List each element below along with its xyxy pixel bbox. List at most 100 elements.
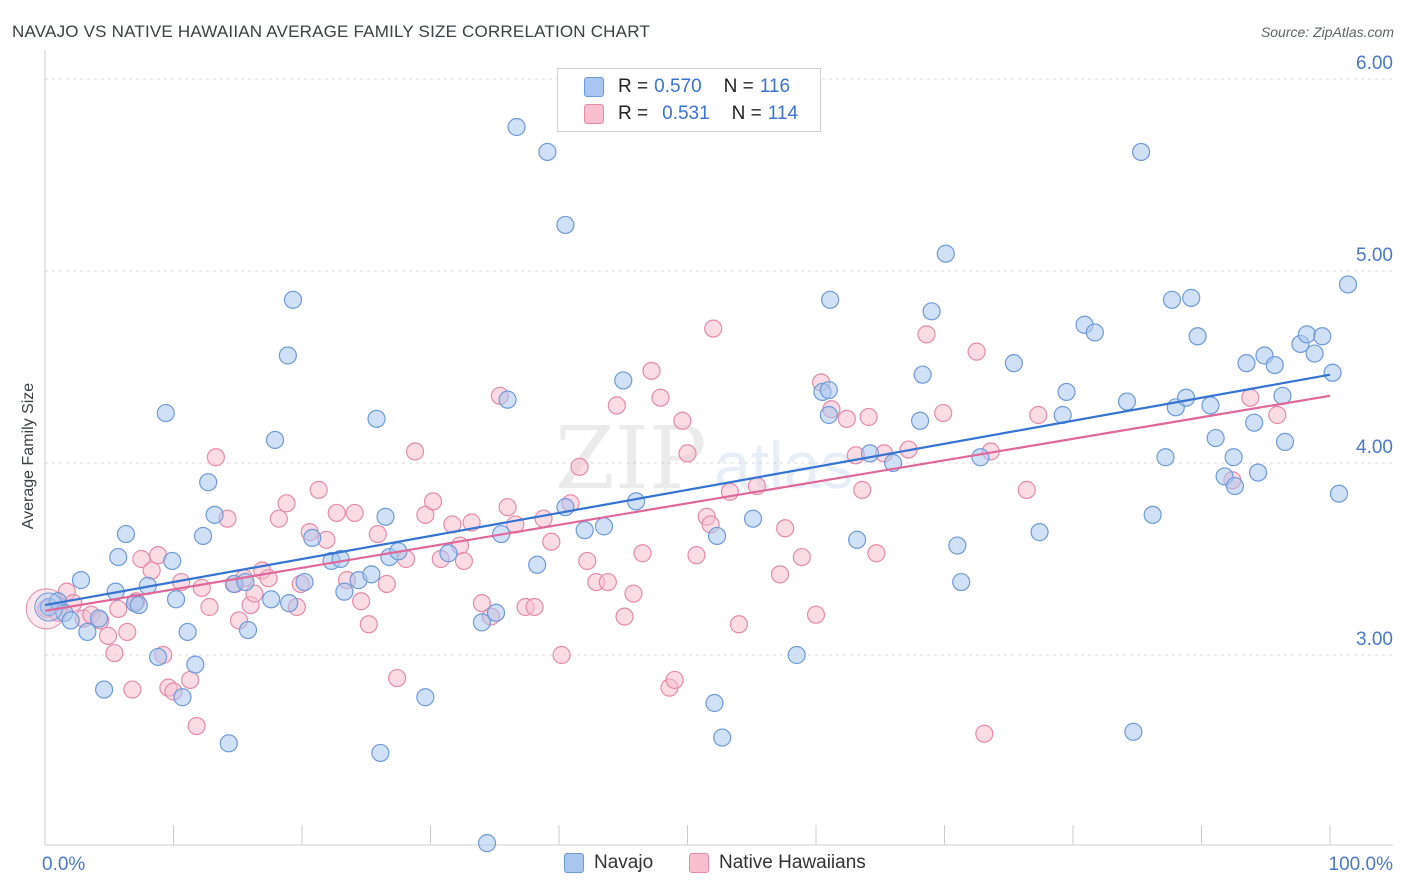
bottom-legend-navajo: Navajo <box>564 852 653 874</box>
data-point <box>948 536 967 555</box>
data-point <box>439 544 458 563</box>
data-point <box>1117 392 1137 411</box>
data-point <box>377 574 396 594</box>
trend-line-hawaiian <box>44 394 1331 612</box>
data-point <box>1085 323 1104 342</box>
data-point <box>178 622 197 642</box>
data-point <box>109 599 128 619</box>
series-navajo <box>34 117 1358 853</box>
x-tick-label: 0.0% <box>42 854 85 875</box>
data-point <box>105 643 124 663</box>
data-point <box>860 444 880 463</box>
data-point <box>934 403 953 423</box>
data-point <box>624 584 643 603</box>
data-point <box>615 607 634 626</box>
data-point <box>219 734 238 753</box>
data-point <box>665 670 684 690</box>
data-point <box>673 411 692 430</box>
data-point <box>416 688 435 707</box>
data-point <box>598 572 617 592</box>
data-point <box>156 403 175 423</box>
data-point <box>416 505 435 524</box>
data-point <box>163 551 182 571</box>
data-point <box>729 615 749 634</box>
data-point <box>116 524 136 544</box>
data-point <box>98 626 118 645</box>
data-point <box>1124 722 1143 741</box>
data-point <box>819 405 838 425</box>
data-point <box>607 396 626 415</box>
watermark: ZIP atlas <box>555 409 853 509</box>
data-point <box>1182 288 1201 307</box>
data-point <box>1156 448 1175 467</box>
data-point <box>309 480 328 499</box>
trend-lines <box>44 373 1331 612</box>
data-point <box>1237 354 1256 373</box>
data-point <box>806 605 826 624</box>
data-point <box>821 290 840 309</box>
bottom-swatch-navajo <box>564 853 584 873</box>
legend-r-label: R = <box>618 103 649 124</box>
data-point <box>1248 463 1268 482</box>
data-point <box>713 728 732 747</box>
correlation-legend: R = 0.570 N = 116 R = 0.531 N = 114 <box>557 68 821 132</box>
data-point <box>238 620 258 640</box>
data-point <box>1004 354 1023 373</box>
data-point <box>200 597 219 617</box>
data-point <box>265 430 285 450</box>
y-tick-label: 3.00 <box>1356 629 1393 650</box>
data-point <box>971 448 990 467</box>
data-point <box>1313 327 1332 346</box>
data-point <box>71 571 91 590</box>
data-point <box>704 319 723 338</box>
data-point <box>1206 428 1225 448</box>
bottom-legend-label: Navajo <box>594 852 654 873</box>
data-point <box>1275 432 1295 451</box>
bottom-legend-label: Native Hawaiians <box>719 852 866 873</box>
data-point <box>89 609 109 628</box>
data-point <box>705 693 724 713</box>
data-point <box>1030 523 1049 542</box>
data-point <box>1305 344 1324 363</box>
data-point <box>1057 382 1076 402</box>
data-point <box>952 572 971 592</box>
data-point <box>1132 142 1151 162</box>
data-point <box>525 597 544 617</box>
data-point <box>181 670 200 690</box>
legend-swatch-hawaiian <box>584 104 604 124</box>
data-point <box>359 615 378 634</box>
data-point <box>787 645 806 665</box>
data-point <box>477 834 497 853</box>
data-point <box>280 594 299 613</box>
data-point <box>936 244 955 263</box>
x-tick-label: 100.0% <box>1329 854 1394 875</box>
legend-r-label: R = <box>618 76 649 97</box>
data-point <box>454 551 474 571</box>
data-point <box>867 544 886 563</box>
data-point <box>1241 388 1260 407</box>
data-point <box>633 544 652 563</box>
data-point <box>486 603 506 622</box>
data-point <box>687 546 706 565</box>
data-point <box>61 611 80 630</box>
bottom-legend-hawaiian: Native Hawaiians <box>689 852 866 874</box>
axes <box>44 49 1393 846</box>
data-point <box>123 680 142 699</box>
data-point <box>556 215 575 235</box>
data-point <box>78 622 97 642</box>
data-point <box>368 524 387 544</box>
data-point <box>1245 413 1264 432</box>
data-point <box>507 117 526 137</box>
data-point <box>770 565 790 584</box>
data-point <box>651 388 670 407</box>
data-point <box>1268 405 1287 425</box>
data-point <box>1029 405 1048 425</box>
data-point <box>776 519 795 538</box>
y-tick-label: 4.00 <box>1356 437 1393 458</box>
data-point <box>910 411 930 430</box>
data-point <box>1188 327 1207 346</box>
data-point <box>148 647 168 667</box>
legend-r-value: 0.531 <box>662 103 710 124</box>
data-point <box>967 342 986 361</box>
bottom-swatch-hawaiian <box>689 853 709 873</box>
